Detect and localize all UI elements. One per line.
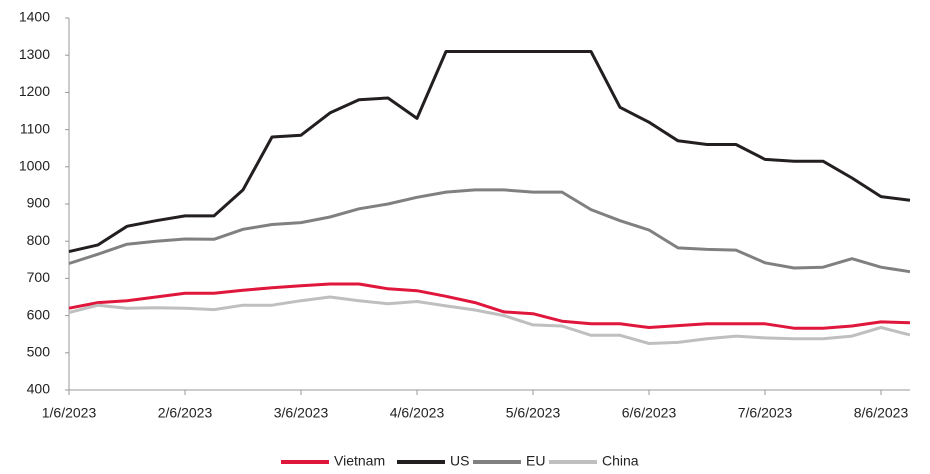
x-tick-label: 3/6/2023 bbox=[274, 405, 329, 421]
y-tick-label: 600 bbox=[27, 306, 51, 322]
series-line bbox=[68, 295, 911, 345]
y-tick-label: 400 bbox=[27, 381, 51, 397]
x-tick-label: 7/6/2023 bbox=[738, 405, 793, 421]
y-tick-label: 700 bbox=[27, 269, 51, 285]
legend-label: Vietnam bbox=[334, 453, 385, 469]
y-tick-label: 1000 bbox=[19, 158, 50, 174]
y-tick-label: 1300 bbox=[19, 46, 50, 62]
y-tick-label: 500 bbox=[27, 344, 51, 360]
x-tick-label: 8/6/2023 bbox=[854, 405, 909, 421]
series-line bbox=[68, 282, 911, 330]
y-tick-label: 1100 bbox=[20, 120, 50, 136]
y-tick-label: 800 bbox=[27, 232, 51, 248]
x-tick-label: 4/6/2023 bbox=[390, 405, 445, 421]
series-line bbox=[68, 50, 911, 254]
series-line bbox=[68, 188, 911, 274]
x-tick-label: 1/6/2023 bbox=[42, 405, 97, 421]
y-tick-label: 900 bbox=[27, 195, 51, 211]
legend-label: EU bbox=[526, 453, 545, 469]
y-tick-label: 1200 bbox=[19, 83, 50, 99]
legend-label: US bbox=[450, 453, 469, 469]
x-tick-label: 2/6/2023 bbox=[158, 405, 213, 421]
x-tick-label: 6/6/2023 bbox=[622, 405, 677, 421]
legend-label: China bbox=[602, 453, 639, 469]
x-tick-label: 5/6/2023 bbox=[506, 405, 561, 421]
y-tick-label: 1400 bbox=[19, 9, 50, 25]
